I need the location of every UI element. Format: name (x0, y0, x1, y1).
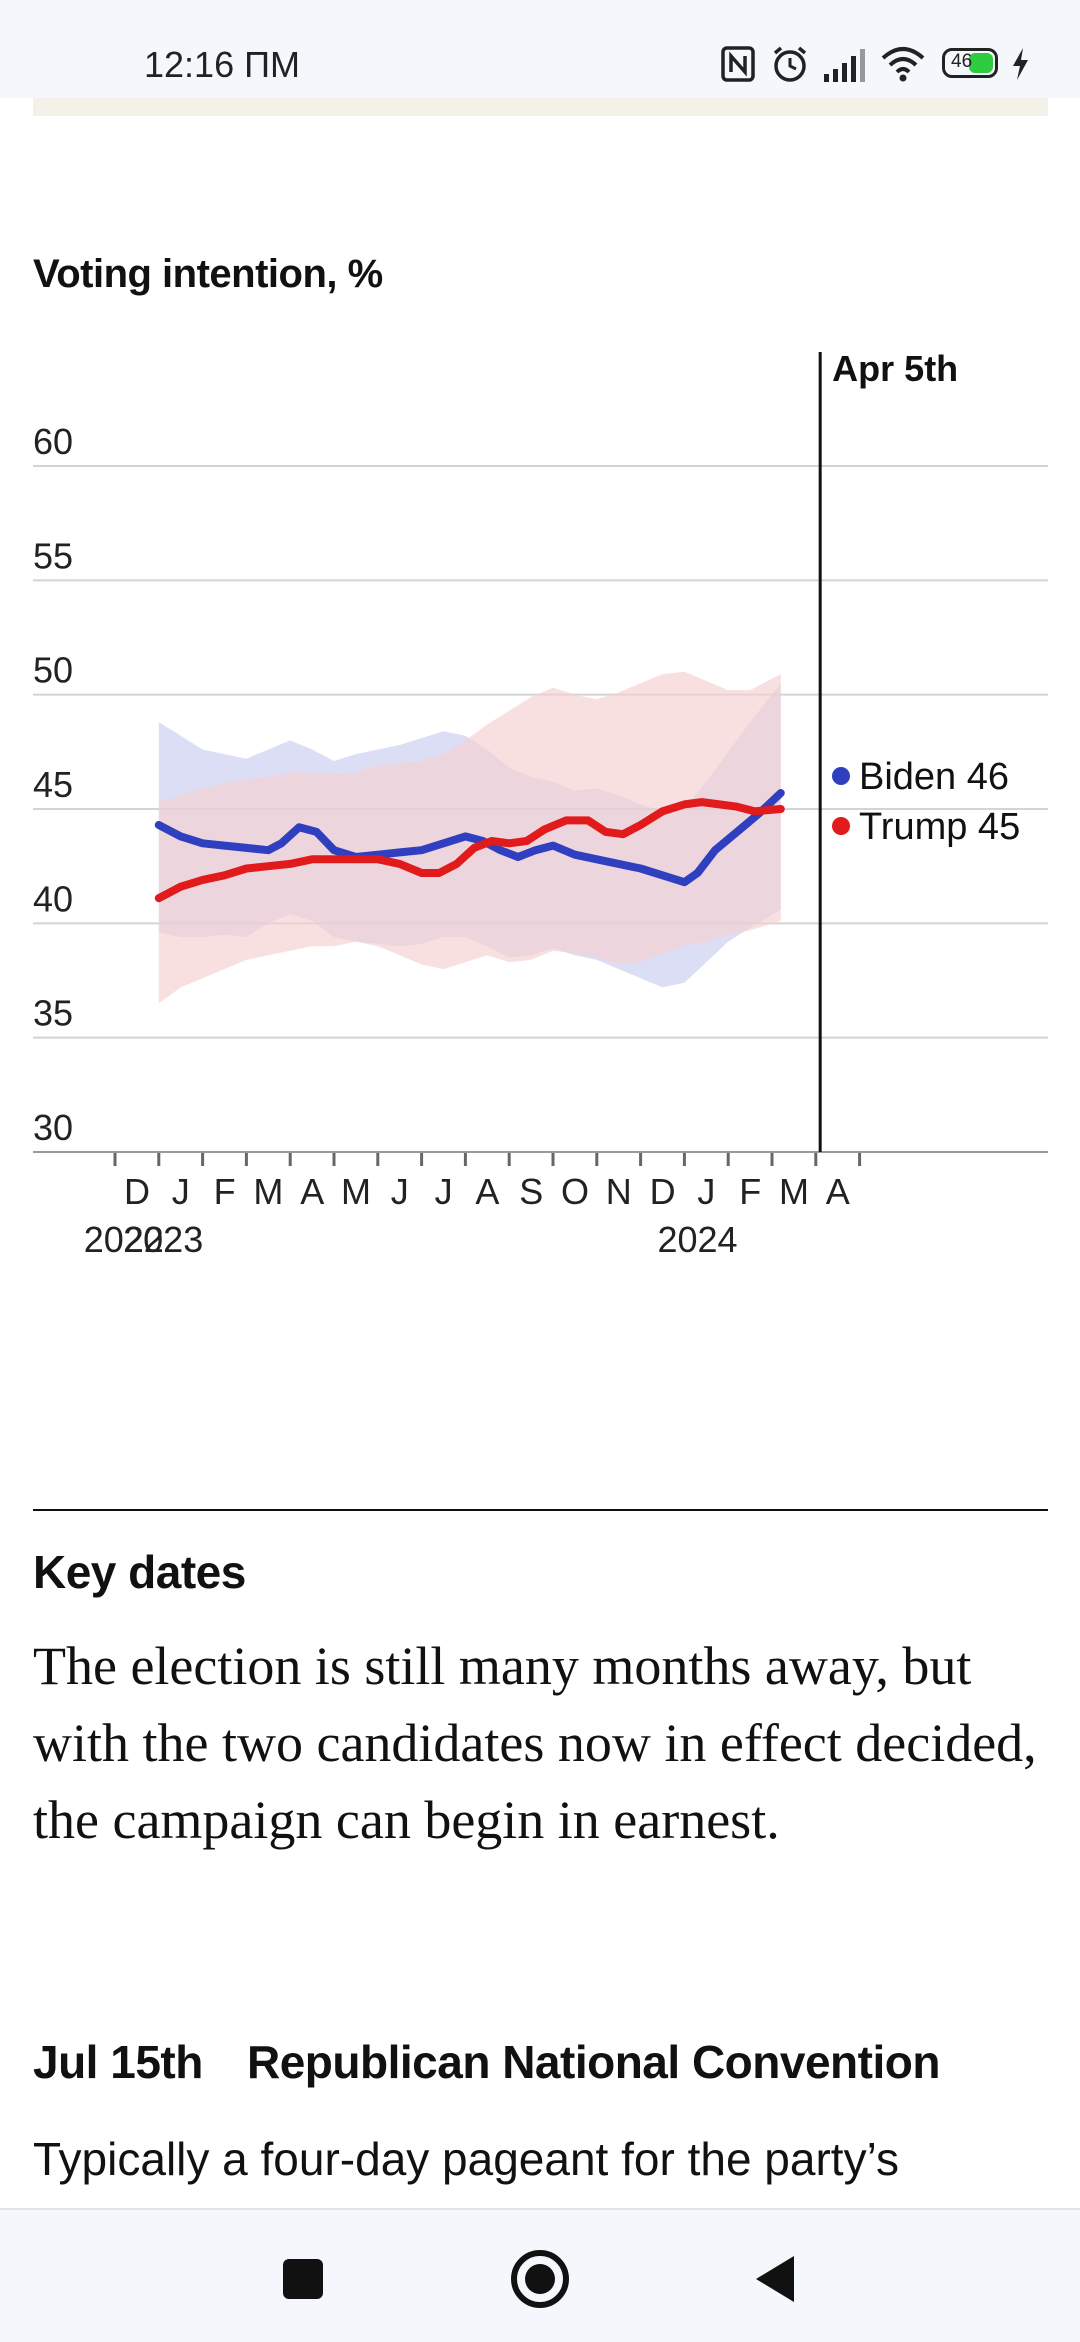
x-month-label: A (826, 1171, 850, 1212)
biden-legend-dot (832, 767, 850, 785)
x-month-label: J (391, 1171, 409, 1212)
section-heading: Key dates (33, 1546, 246, 1598)
navigation-bar (0, 2208, 1080, 2342)
event-heading: Jul 15th Republican National Convention (33, 2035, 940, 2089)
x-month-label: M (253, 1171, 283, 1212)
intro-paragraph: The election is still many months away, … (33, 1636, 1037, 1850)
circle-icon (511, 2250, 569, 2308)
x-month-label: A (475, 1171, 499, 1212)
y-tick-label: 50 (33, 650, 73, 691)
charging-icon (1013, 48, 1028, 80)
x-month-label: J (435, 1171, 453, 1212)
nfc-icon (721, 46, 755, 82)
x-year-label: 2024 (657, 1219, 737, 1260)
x-month-label: J (172, 1171, 190, 1212)
biden-legend-label: Biden 46 (859, 756, 1009, 798)
battery-icon: 46 (942, 48, 998, 78)
chart-title: Voting intention, % (33, 252, 383, 296)
trump-legend-label: Trump 45 (859, 806, 1020, 848)
back-triangle-icon (756, 2256, 794, 2302)
alarm-icon (773, 46, 807, 82)
y-tick-label: 40 (33, 878, 73, 919)
x-month-label: D (124, 1171, 150, 1212)
y-tick-label: 45 (33, 764, 73, 805)
x-year-label: 2023 (123, 1219, 203, 1260)
x-month-label: A (300, 1171, 324, 1212)
home-button[interactable] (505, 2244, 575, 2314)
y-tick-label: 55 (33, 535, 73, 576)
section-divider (33, 1509, 1048, 1511)
line-layer (154, 789, 785, 903)
x-month-label: S (519, 1171, 543, 1212)
battery-level: 46 (951, 51, 973, 72)
x-month-label: O (561, 1171, 589, 1212)
event-date: Jul 15th (33, 2036, 203, 2088)
status-time: 12:16 ПМ (144, 44, 300, 85)
top-banner-edge (33, 98, 1048, 116)
wifi-icon (881, 47, 925, 82)
status-icons: 46 (720, 44, 1050, 88)
y-tick-label: 30 (33, 1107, 73, 1148)
recents-button[interactable] (268, 2244, 338, 2314)
trump-line (154, 798, 785, 903)
date-marker-label: Apr 5th (832, 348, 958, 389)
x-month-label: J (697, 1171, 715, 1212)
event-description: Typically a four-day pageant for the par… (33, 2133, 899, 2185)
x-month-label: M (779, 1171, 809, 1212)
x-year-label: 2022 (84, 1219, 164, 1260)
x-month-label: D (650, 1171, 676, 1212)
legend-layer: Biden 46 Trump 45 (832, 756, 1020, 848)
biden-line (154, 789, 785, 887)
event-title: Republican National Convention (247, 2036, 940, 2088)
x-month-label: F (739, 1171, 761, 1212)
x-month-label: F (214, 1171, 236, 1212)
y-tick-label: 60 (33, 421, 73, 462)
back-button[interactable] (742, 2244, 812, 2314)
square-icon (283, 2259, 323, 2299)
status-bar: 12:16 ПМ 46 (0, 0, 1080, 98)
y-tick-label: 35 (33, 993, 73, 1034)
signal-icon (824, 49, 865, 82)
trump-legend-dot (832, 817, 850, 835)
x-month-label: M (341, 1171, 371, 1212)
x-month-label: N (606, 1171, 632, 1212)
